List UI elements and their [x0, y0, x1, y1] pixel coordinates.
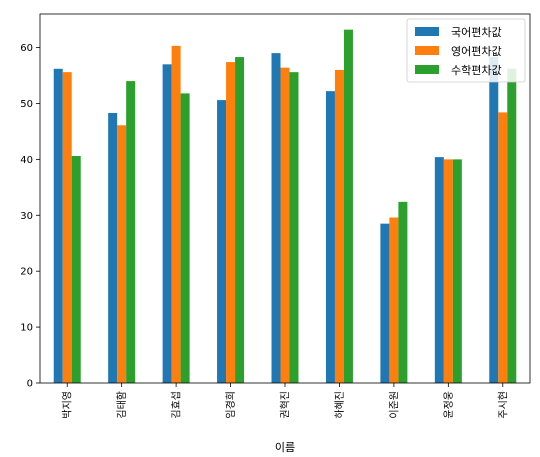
legend-label-2: 영어편차값	[451, 45, 502, 58]
bar-1-9	[489, 57, 499, 384]
x-tick-label-3: 김효섭	[171, 391, 183, 419]
bar-3-9	[507, 68, 517, 384]
y-axis: 0 10 20 30 40 50 60	[20, 43, 40, 390]
y-tick-label-20: 20	[20, 267, 33, 278]
bars-group	[53, 29, 517, 384]
bar-2-2	[117, 125, 127, 383]
bar-1-5	[271, 53, 281, 384]
x-tick-label-8: 윤정웅	[443, 391, 455, 419]
bar-2-8	[443, 159, 453, 383]
x-tick-label-5: 권혁진	[280, 391, 292, 419]
legend-label-3: 수학편차값	[451, 64, 502, 77]
bar-3-5	[289, 72, 299, 384]
bar-1-3	[162, 64, 172, 384]
bar-3-7	[398, 201, 408, 383]
bar-2-3	[171, 45, 181, 383]
legend-swatch-1	[415, 27, 439, 36]
y-tick-label-10: 10	[20, 323, 33, 334]
x-tick-label-1: 박지영	[62, 391, 74, 419]
bar-2-5	[280, 67, 290, 383]
bar-1-2	[108, 112, 118, 383]
bar-3-3	[180, 93, 190, 384]
x-axis: 박지영 김태함 김효섭 임경희 권혁진 하혜진 이준원 윤정웅 주시현	[62, 383, 509, 419]
legend-swatch-3	[415, 65, 439, 74]
bar-1-7	[380, 223, 390, 383]
legend-swatch-2	[415, 46, 439, 55]
bar-1-8	[434, 157, 444, 383]
bar-3-8	[452, 159, 462, 383]
bar-1-6	[325, 91, 335, 384]
y-tick-label-60: 60	[20, 43, 33, 54]
y-tick-label-40: 40	[20, 155, 33, 166]
x-axis-label: 이름	[275, 441, 295, 454]
x-tick-label-6: 하혜진	[333, 391, 346, 419]
bar-2-4	[226, 62, 236, 383]
x-tick-label-7: 이준원	[388, 391, 400, 419]
x-tick-label-2: 김태함	[116, 391, 128, 419]
x-tick-label-4: 임경희	[224, 391, 237, 419]
bar-2-1	[62, 72, 72, 384]
bar-3-2	[126, 81, 136, 383]
bar-2-6	[334, 69, 344, 383]
bar-1-4	[217, 100, 227, 383]
bar-3-1	[71, 156, 81, 383]
legend-label-1: 국어편차값	[451, 26, 502, 39]
bar-1-1	[53, 68, 63, 384]
bar-3-4	[235, 57, 245, 384]
y-tick-label-50: 50	[20, 99, 33, 110]
x-tick-label-9: 주시현	[497, 391, 509, 419]
bar-2-7	[389, 217, 399, 383]
bar-2-9	[498, 112, 508, 384]
y-tick-label-0: 0	[27, 379, 33, 390]
plot-frame	[39, 13, 531, 384]
bar-3-6	[343, 29, 353, 384]
y-tick-label-30: 30	[20, 211, 33, 222]
